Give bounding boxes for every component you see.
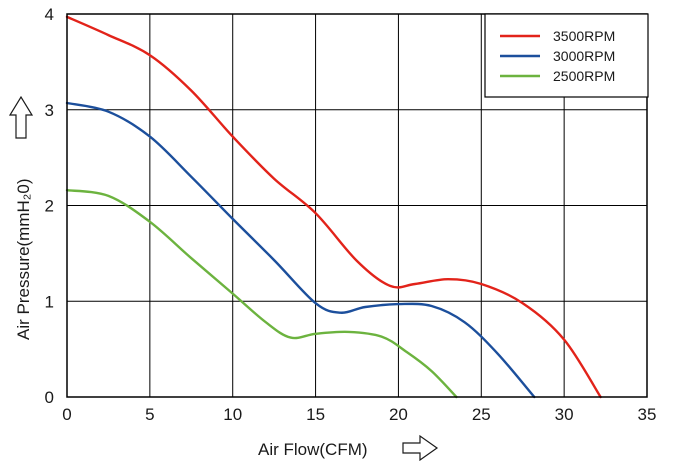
x-tick-label: 30 <box>555 405 574 424</box>
x-tick-label: 15 <box>306 405 325 424</box>
x-tick-label: 10 <box>223 405 242 424</box>
legend-label: 3000RPM <box>553 48 615 64</box>
x-axis-arrow-icon <box>403 436 437 460</box>
y-axis-arrow-icon <box>10 97 32 138</box>
y-tick-labels: 0 1 2 3 4 <box>45 5 54 407</box>
legend-label: 2500RPM <box>553 68 615 84</box>
x-tick-label: 20 <box>389 405 408 424</box>
legend-label: 3500RPM <box>553 28 615 44</box>
y-tick-label: 0 <box>45 388 54 407</box>
x-tick-labels: 0 5 10 15 20 25 30 35 <box>62 405 656 424</box>
x-tick-label: 25 <box>472 405 491 424</box>
y-tick-label: 2 <box>45 197 54 216</box>
x-tick-label: 35 <box>638 405 657 424</box>
y-tick-label: 4 <box>45 5 54 24</box>
y-tick-label: 1 <box>45 292 54 311</box>
y-tick-label: 3 <box>45 101 54 120</box>
x-tick-label: 5 <box>145 405 154 424</box>
series-line-3000RPM <box>67 103 534 397</box>
legend: 3500RPM 3000RPM 2500RPM <box>485 14 648 97</box>
y-axis-title: Air Pressure(mmH₂0) <box>14 179 33 341</box>
x-axis-title: Air Flow(CFM) <box>258 440 368 459</box>
x-tick-label: 0 <box>62 405 71 424</box>
